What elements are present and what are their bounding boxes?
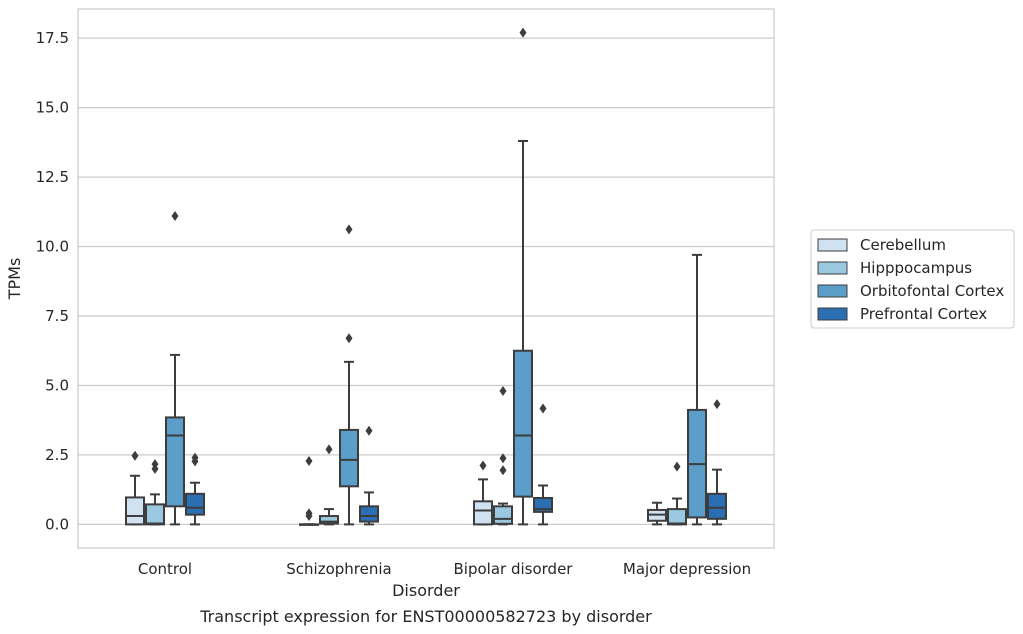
outlier-point — [345, 333, 353, 344]
box-plot-series — [125, 27, 727, 526]
box-body — [513, 349, 533, 498]
box-body — [125, 496, 145, 526]
y-tick-label: 12.5 — [36, 168, 69, 186]
legend-swatch — [817, 261, 848, 275]
box-body — [473, 500, 493, 526]
outlier-point — [499, 453, 507, 464]
outlier-point — [713, 399, 721, 410]
legend-item: Prefrontal Cortex — [817, 305, 987, 323]
box — [125, 450, 145, 526]
box — [647, 501, 667, 526]
box — [185, 452, 205, 526]
box-body — [319, 515, 339, 525]
x-axis-label: Disorder — [392, 581, 460, 600]
box — [165, 210, 185, 526]
legend: Cerebellum Hipppocampus Orbitofontal Corte… — [810, 229, 1015, 329]
box-body — [707, 492, 727, 520]
x-axis-ticks: Control Schizophrenia Bipolar disorder Majo… — [138, 560, 751, 578]
outlier-point — [191, 456, 199, 467]
y-tick-label: 0.0 — [45, 515, 69, 533]
outlier-point — [131, 450, 139, 461]
legend-item: Hipppocampus — [817, 259, 972, 277]
outlier-point — [673, 461, 681, 472]
series-prefrontal-cortex — [185, 399, 727, 526]
box — [339, 224, 359, 526]
outlier-point — [365, 425, 373, 436]
box — [707, 399, 727, 526]
outlier-point — [499, 465, 507, 476]
box — [299, 456, 319, 526]
x-tick-label: Major depression — [623, 560, 751, 578]
outlier-point — [539, 403, 547, 414]
x-tick-label: Bipolar disorder — [454, 560, 574, 578]
y-tick-label: 2.5 — [45, 446, 69, 464]
x-tick-label: Control — [138, 560, 192, 578]
plot-frame — [77, 8, 775, 549]
box — [319, 444, 339, 526]
outlier-point — [171, 210, 179, 221]
box-body — [493, 505, 513, 525]
series-cerebellum — [125, 450, 667, 526]
outlier-point — [305, 456, 313, 467]
box — [513, 27, 533, 526]
box-body — [359, 505, 379, 523]
legend-frame — [810, 229, 1015, 329]
box-body — [165, 416, 185, 508]
legend-swatch — [817, 284, 848, 298]
box-body — [185, 492, 205, 516]
outlier-point — [479, 460, 487, 471]
legend-item: Orbitofontal Cortex — [817, 282, 1004, 300]
legend-swatch — [817, 238, 848, 252]
outlier-point — [345, 224, 353, 235]
box-body — [667, 508, 687, 526]
box-body — [339, 428, 359, 488]
y-axis-label: TPMs — [5, 258, 24, 301]
outlier-point — [499, 386, 507, 397]
box — [359, 425, 379, 526]
legend-label: Cerebellum — [860, 236, 946, 254]
x-tick-label: Schizophrenia — [286, 560, 391, 578]
y-axis-ticks: 0.0 2.5 5.0 7.5 10.0 12.5 15.0 17.5 — [36, 29, 69, 533]
y-tick-label: 7.5 — [45, 307, 69, 325]
legend-label: Hipppocampus — [860, 259, 972, 277]
chart-caption: Transcript expression for ENST0000058272… — [199, 607, 652, 626]
box — [145, 459, 165, 526]
series-hipppocampus — [145, 386, 687, 526]
y-tick-label: 17.5 — [36, 29, 69, 47]
outlier-point — [151, 463, 159, 474]
legend-label: Orbitofontal Cortex — [860, 282, 1004, 300]
legend-swatch — [817, 307, 848, 321]
y-tick-label: 10.0 — [36, 238, 69, 256]
legend-label: Prefrontal Cortex — [860, 305, 987, 323]
box — [687, 253, 707, 526]
outlier-point — [305, 511, 313, 522]
box — [667, 461, 687, 526]
outlier-point — [325, 444, 333, 455]
legend-item: Cerebellum — [817, 236, 946, 254]
y-tick-label: 15.0 — [36, 99, 69, 117]
y-tick-label: 5.0 — [45, 376, 69, 394]
outlier-point — [519, 27, 527, 38]
series-orbitofontal-cortex — [165, 27, 707, 526]
box — [473, 460, 493, 526]
box-body — [145, 503, 165, 526]
box — [533, 403, 553, 526]
box — [493, 386, 513, 526]
